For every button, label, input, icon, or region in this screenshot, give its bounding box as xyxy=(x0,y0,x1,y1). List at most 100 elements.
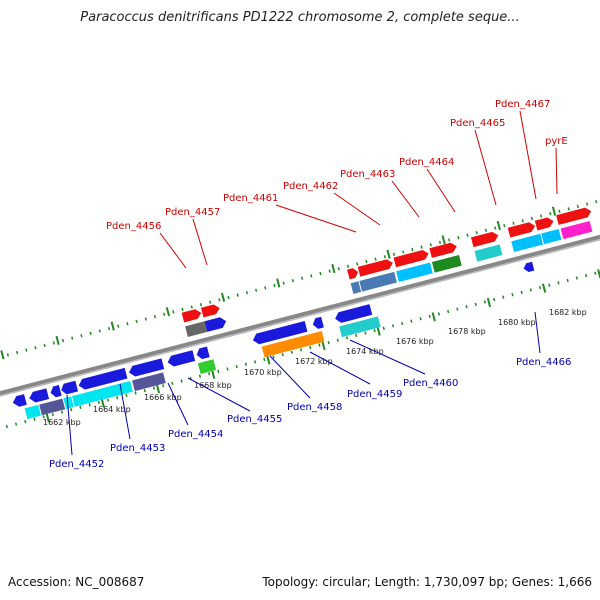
gene-label-bottom[interactable]: Pden_4459 xyxy=(347,389,402,400)
kbp-tick-label: 1680 kbp xyxy=(498,318,536,327)
gene-label-top[interactable]: Pden_4467 xyxy=(495,99,550,110)
gene-feature[interactable] xyxy=(166,350,196,367)
gene-label-top[interactable]: Pden_4456 xyxy=(106,221,161,232)
chromosome-backbone xyxy=(0,222,600,408)
label-leader-line xyxy=(555,147,558,195)
major-tick xyxy=(276,278,281,288)
gene-feature[interactable] xyxy=(39,398,66,416)
gene-feature[interactable] xyxy=(431,254,462,273)
gene-feature[interactable] xyxy=(63,396,74,409)
gene-feature[interactable] xyxy=(347,267,359,280)
gene-label-top[interactable]: pyrE xyxy=(545,136,568,147)
major-tick xyxy=(266,355,271,365)
genome-track-group xyxy=(0,188,600,441)
gene-label-top[interactable]: Pden_4465 xyxy=(450,118,505,129)
reverse-strand-features xyxy=(11,261,535,420)
label-leader-line xyxy=(349,339,426,375)
gene-feature[interactable] xyxy=(200,303,221,318)
major-tick xyxy=(45,412,50,423)
major-tick xyxy=(110,321,115,331)
label-leader-line xyxy=(66,394,73,456)
gene-feature[interactable] xyxy=(197,359,217,374)
major-tick xyxy=(541,283,547,293)
map-title: Paracoccus denitrificans PD1222 chromoso… xyxy=(80,10,520,25)
major-tick xyxy=(0,350,5,360)
accession-text: Accession: NC_008687 xyxy=(8,575,145,589)
gene-feature[interactable] xyxy=(396,262,433,283)
kbp-tick-label: 1682 kbp xyxy=(549,308,587,317)
gene-feature[interactable] xyxy=(393,249,430,268)
gene-label-bottom[interactable]: Pden_4453 xyxy=(110,443,165,454)
gene-feature[interactable] xyxy=(522,261,535,273)
gene-feature[interactable] xyxy=(474,244,503,262)
label-leader-line xyxy=(275,204,357,233)
gene-feature[interactable] xyxy=(311,316,324,330)
gene-label-top[interactable]: Pden_4461 xyxy=(223,193,278,204)
label-leader-line xyxy=(159,232,187,269)
topology-text: Topology: circular; Length: 1,730,097 bp… xyxy=(262,575,592,589)
gene-label-bottom[interactable]: Pden_4452 xyxy=(49,459,104,470)
gene-label-top[interactable]: Pden_4462 xyxy=(283,181,338,192)
gene-label-top[interactable]: Pden_4457 xyxy=(165,207,220,218)
label-leader-line xyxy=(391,180,420,218)
gene-label-bottom[interactable]: Pden_4460 xyxy=(403,378,458,389)
kbp-tick-label: 1676 kbp xyxy=(396,337,434,346)
label-leader-line xyxy=(426,168,456,213)
major-tick xyxy=(211,369,216,379)
gene-label-bottom[interactable]: Pden_4458 xyxy=(287,402,342,413)
gene-feature[interactable] xyxy=(534,216,555,231)
gene-feature[interactable] xyxy=(60,380,79,396)
label-leader-line xyxy=(192,218,208,266)
major-tick xyxy=(431,312,436,322)
label-leader-line xyxy=(519,110,537,200)
lower-tick-row xyxy=(0,255,600,441)
gene-feature[interactable] xyxy=(350,281,362,294)
gene-label-top[interactable]: Pden_4464 xyxy=(399,157,454,168)
gene-feature[interactable] xyxy=(357,258,394,277)
gene-feature[interactable] xyxy=(11,394,27,408)
gene-feature[interactable] xyxy=(128,358,165,377)
gene-feature[interactable] xyxy=(132,372,166,392)
kbp-tick-label: 1666 kbp xyxy=(144,393,182,402)
gene-label-bottom[interactable]: Pden_4466 xyxy=(516,357,571,368)
label-leader-line xyxy=(187,377,251,412)
gene-feature[interactable] xyxy=(334,304,373,324)
kbp-tick-label: 1678 kbp xyxy=(448,327,486,336)
gene-feature[interactable] xyxy=(72,380,133,407)
gene-label-top[interactable]: Pden_4463 xyxy=(340,169,395,180)
upper-tick-row xyxy=(0,188,600,374)
gene-feature[interactable] xyxy=(49,385,62,398)
label-leader-line xyxy=(119,383,131,440)
gene-label-bottom[interactable]: Pden_4455 xyxy=(227,414,282,425)
gene-feature[interactable] xyxy=(185,321,208,337)
kbp-tick-label: 1662 kbp xyxy=(43,418,81,427)
kbp-tick-label: 1668 kbp xyxy=(194,381,232,390)
gene-feature[interactable] xyxy=(181,308,203,323)
major-tick xyxy=(165,307,171,317)
gene-feature[interactable] xyxy=(470,231,500,248)
label-leader-line xyxy=(309,351,371,385)
major-tick xyxy=(100,398,105,408)
gene-feature[interactable] xyxy=(339,316,381,338)
gene-feature[interactable] xyxy=(251,321,308,346)
gene-feature[interactable] xyxy=(507,221,537,238)
major-tick xyxy=(551,206,557,216)
gene-label-bottom[interactable]: Pden_4454 xyxy=(168,429,223,440)
major-ticks xyxy=(0,206,600,423)
gene-feature[interactable] xyxy=(77,367,128,391)
gene-feature[interactable] xyxy=(24,404,41,420)
gene-feature[interactable] xyxy=(556,206,592,225)
label-leader-line xyxy=(333,192,381,226)
gene-feature[interactable] xyxy=(195,346,210,360)
gene-feature[interactable] xyxy=(359,271,397,292)
major-tick xyxy=(441,235,446,245)
gene-feature[interactable] xyxy=(429,241,458,258)
gene-feature[interactable] xyxy=(541,229,562,245)
gene-feature[interactable] xyxy=(204,316,227,332)
gene-feature[interactable] xyxy=(560,220,593,240)
major-tick xyxy=(155,384,161,394)
gene-feature[interactable] xyxy=(261,331,325,358)
gene-feature[interactable] xyxy=(28,388,50,403)
gene-feature[interactable] xyxy=(511,233,544,253)
